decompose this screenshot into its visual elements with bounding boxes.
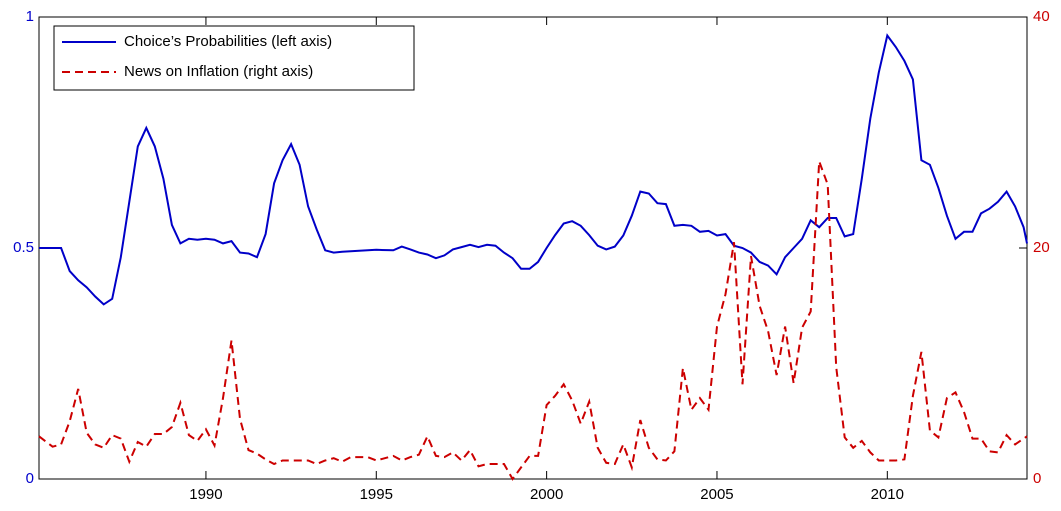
y2-tick-label: 20 (1033, 239, 1050, 256)
y2-tick-label: 40 (1033, 8, 1050, 25)
legend-box (53, 25, 415, 91)
data-line (38, 161, 1028, 481)
plot-area (38, 16, 1028, 480)
x-tick-label: 1995 (360, 486, 393, 503)
y-tick-label: 0 (26, 470, 34, 487)
y2-tick-label: 0 (1033, 470, 1041, 487)
x-tick-label: 1990 (189, 486, 222, 503)
legend-label: News on Inflation (right axis) (124, 63, 313, 80)
x-tick-label: 2005 (700, 486, 733, 503)
data-line (39, 33, 1028, 306)
x-tick-label: 2000 (530, 486, 563, 503)
legend-label: Choice’s Probabilities (left axis) (124, 33, 332, 50)
y-tick-label: 1 (26, 8, 34, 25)
x-tick-label: 2010 (871, 486, 904, 503)
y-tick-label: 0.5 (13, 239, 34, 256)
